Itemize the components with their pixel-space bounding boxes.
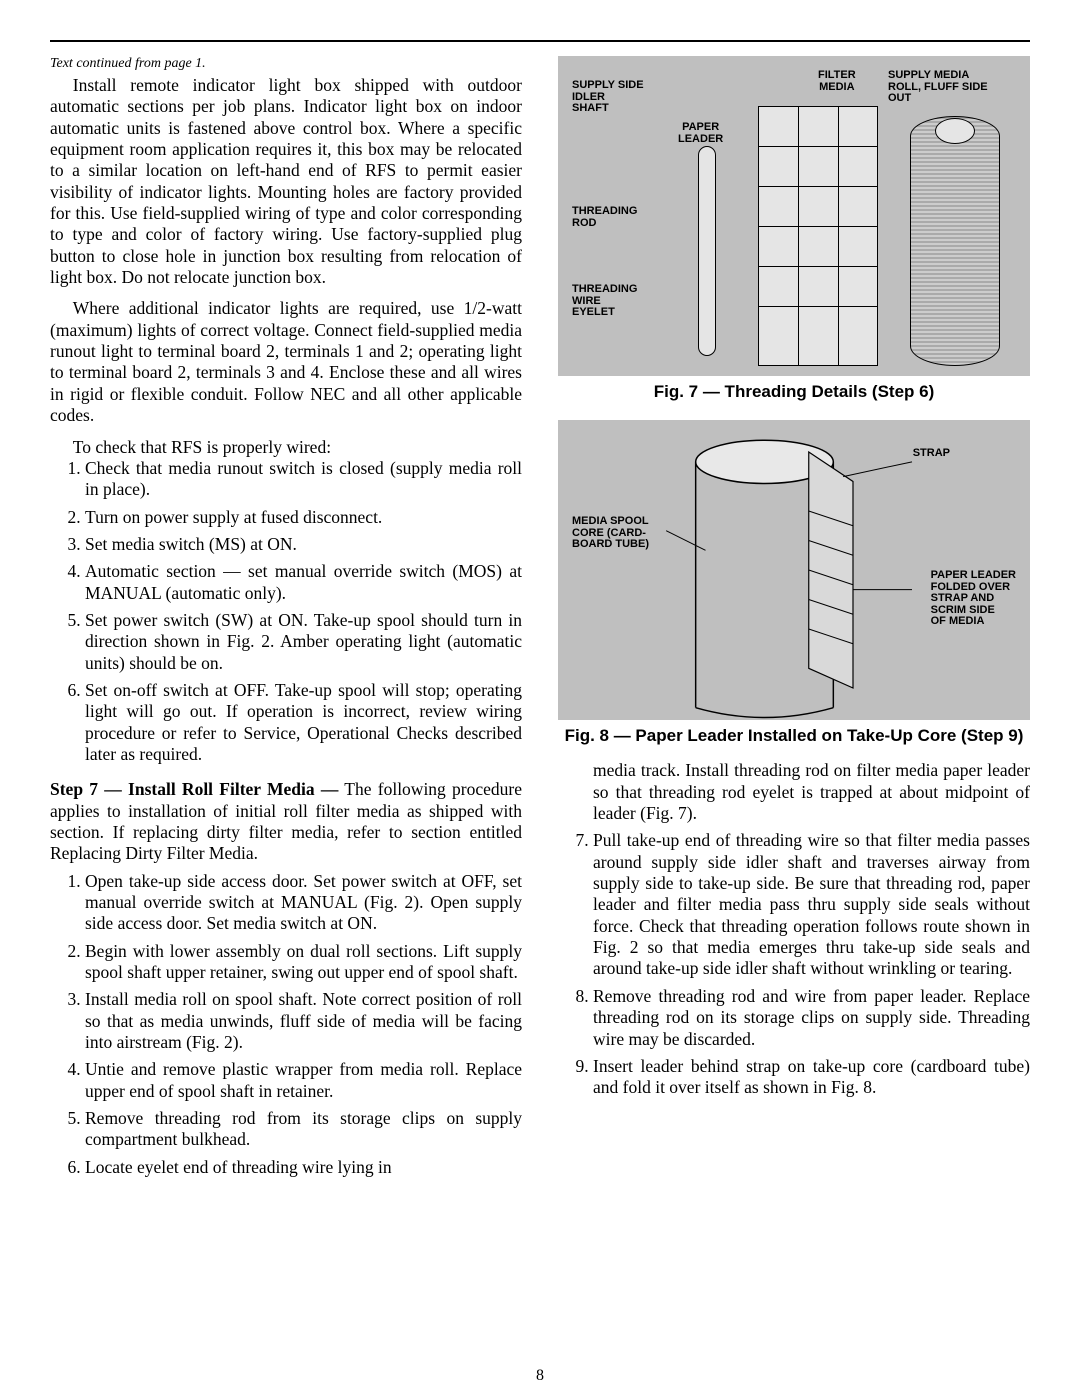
list-item: Install media roll on spool shaft. Note … <box>85 989 522 1053</box>
fig7-label-threading-wire: THREADING WIRE EYELET <box>572 284 637 319</box>
list-item: Pull take-up end of threading wire so th… <box>593 830 1030 979</box>
list-item: Set power switch (SW) at ON. Take-up spo… <box>85 610 522 674</box>
page-number: 8 <box>0 1367 1080 1385</box>
list-item: Set on-off switch at OFF. Take-up spool … <box>85 680 522 765</box>
paragraph-1: Install remote indicator light box shipp… <box>50 75 522 288</box>
figure-7-caption: Fig. 7 — Threading Details (Step 6) <box>558 382 1030 402</box>
step7-label: Step 7 — Install Roll Filter Media — <box>50 779 338 799</box>
right-continuation-para: media track. Install threading rod on fi… <box>593 760 1030 824</box>
paragraph-2: Where additional indicator lights are re… <box>50 298 522 426</box>
list-item: Insert leader behind strap on take-up co… <box>593 1056 1030 1099</box>
step7-list-right: Pull take-up end of threading wire so th… <box>558 830 1030 1098</box>
checklist-lead: To check that RFS is properly wired: <box>50 437 522 458</box>
fig7-label-supply-media: SUPPLY MEDIA ROLL, FLUFF SIDE OUT <box>888 70 988 105</box>
figure-7: SUPPLY SIDE IDLER SHAFT FILTER MEDIA SUP… <box>558 56 1030 376</box>
fig8-svg <box>558 420 1030 720</box>
left-column: Text continued from page 1. Install remo… <box>50 56 522 1184</box>
list-item: Begin with lower assembly on dual roll s… <box>85 941 522 984</box>
fig7-label-threading-rod: THREADING ROD <box>572 206 637 229</box>
list-item: Check that media runout switch is closed… <box>85 458 522 501</box>
list-item: Open take-up side access door. Set power… <box>85 871 522 935</box>
figure-8: STRAP MEDIA SPOOL CORE (CARD- BOARD TUBE… <box>558 420 1030 720</box>
step7-list-left: Open take-up side access door. Set power… <box>50 871 522 1178</box>
wiring-checklist: Check that media runout switch is closed… <box>50 458 522 765</box>
continued-note: Text continued from page 1. <box>50 56 522 72</box>
list-item: Remove threading rod and wire from paper… <box>593 986 1030 1050</box>
list-item: Automatic section — set manual override … <box>85 561 522 604</box>
fig7-label-paper-leader: PAPER LEADER <box>678 122 723 145</box>
fig7-label-supply-side: SUPPLY SIDE IDLER SHAFT <box>572 80 644 115</box>
list-item: Set media switch (MS) at ON. <box>85 534 522 555</box>
figure-8-caption: Fig. 8 — Paper Leader Installed on Take-… <box>558 726 1030 746</box>
list-item: Remove threading rod from its storage cl… <box>85 1108 522 1151</box>
fig7-label-filter-media: FILTER MEDIA <box>818 70 856 93</box>
two-column-layout: Text continued from page 1. Install remo… <box>50 56 1030 1184</box>
step7-heading: Step 7 — Install Roll Filter Media — The… <box>50 779 522 864</box>
list-item: Untie and remove plastic wrapper from me… <box>85 1059 522 1102</box>
top-rule <box>50 40 1030 42</box>
list-item: Turn on power supply at fused disconnect… <box>85 507 522 528</box>
right-column: SUPPLY SIDE IDLER SHAFT FILTER MEDIA SUP… <box>558 56 1030 1184</box>
list-item: Locate eyelet end of threading wire lyin… <box>85 1157 522 1178</box>
